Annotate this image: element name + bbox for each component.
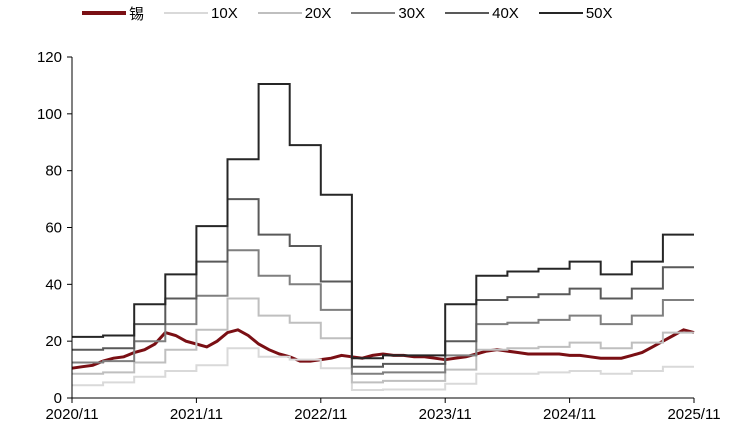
legend-label: 10X — [211, 4, 238, 22]
series-line-1 — [72, 347, 694, 391]
series-line-3 — [72, 249, 694, 375]
x-tick-label: 2020/11 — [45, 406, 98, 423]
x-tick-label: 2024/11 — [543, 406, 596, 423]
series-line-0 — [71, 328, 695, 370]
legend-label: 20X — [304, 4, 332, 22]
legend-item: 20X — [257, 4, 332, 22]
x-tick-label: 2022/11 — [294, 406, 347, 423]
legend-item: 40X — [445, 5, 519, 22]
legend-label: 40X — [492, 4, 519, 22]
y-tick-label: 120 — [37, 49, 62, 66]
x-tick-label: 2021/11 — [170, 406, 223, 423]
x-tick-label: 2025/11 — [667, 406, 720, 423]
legend-swatch — [445, 12, 490, 14]
chart-legend: 锡 10X 20X 30X 40X 50X — [82, 2, 633, 24]
legend-swatch — [351, 12, 396, 14]
legend-item: 锡 — [82, 3, 144, 24]
y-tick-label: 40 — [45, 276, 62, 293]
series-line-5 — [72, 83, 694, 360]
legend-item: 50X — [538, 4, 613, 22]
legend-label: 锡 — [129, 5, 145, 23]
legend-swatch — [257, 12, 302, 14]
legend-label: 50X — [585, 4, 613, 22]
y-tick-label: 0 — [54, 390, 62, 407]
y-tick-label: 20 — [45, 333, 62, 350]
y-tick-label: 60 — [45, 220, 62, 237]
legend-swatch — [82, 11, 126, 15]
legend-label: 30X — [398, 4, 426, 22]
legend-item: 10X — [164, 5, 238, 22]
legend-item: 30X — [351, 5, 425, 22]
legend-swatch — [164, 12, 209, 14]
legend-swatch — [538, 12, 583, 14]
series-line-2 — [72, 297, 694, 384]
y-tick-label: 80 — [45, 163, 62, 180]
series-line-4 — [72, 198, 694, 368]
x-tick-label: 2023/11 — [419, 406, 472, 423]
y-tick-label: 100 — [37, 106, 62, 123]
